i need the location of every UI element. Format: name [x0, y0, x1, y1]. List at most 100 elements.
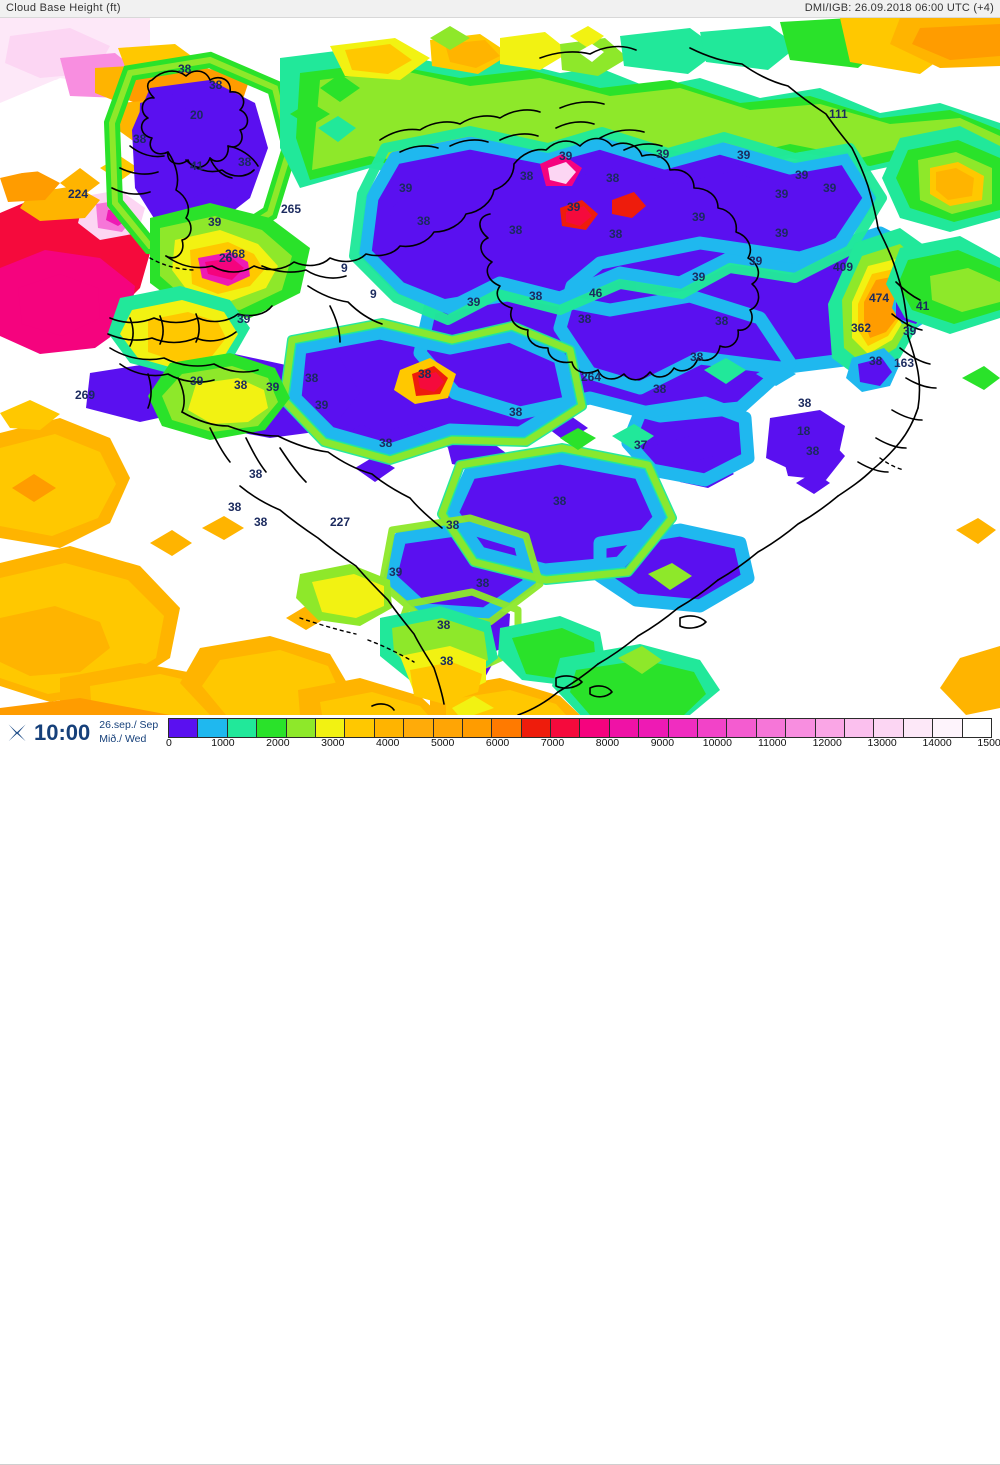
color-scale-tick-label: 14000 — [922, 737, 952, 749]
color-scale-tick-label: 6000 — [485, 737, 510, 749]
station-value-label: 39 — [656, 147, 670, 161]
station-value-label: 39 — [567, 200, 581, 214]
page-title: Cloud Base Height (ft) — [6, 2, 121, 14]
color-swatch[interactable] — [580, 719, 610, 737]
color-swatch[interactable] — [844, 719, 875, 737]
station-value-label: 39 — [775, 226, 789, 240]
station-value-label: 41 — [916, 299, 930, 313]
forecast-date-line2: Mið./ Wed — [99, 732, 147, 745]
color-swatch[interactable] — [462, 719, 493, 737]
station-value-label: 38 — [476, 576, 490, 590]
color-scale-ticks: 0 1000 2000 3000 4000 5000 6000 7000 8000 9000 100… — [0, 737, 1000, 751]
titlebar: Cloud Base Height (ft) DMI/IGB: 26.09.20… — [0, 0, 1000, 18]
station-value-label: 9 — [370, 287, 377, 301]
color-swatch[interactable] — [433, 719, 463, 737]
cloud-base-height-field — [0, 18, 1000, 715]
station-value-label: 38 — [553, 494, 567, 508]
color-swatch[interactable] — [198, 719, 228, 737]
color-swatch[interactable] — [374, 719, 405, 737]
station-value-label: 38 — [417, 214, 431, 228]
color-swatch[interactable] — [609, 719, 640, 737]
color-swatch[interactable] — [933, 719, 963, 737]
station-value-label: 39 — [389, 565, 403, 579]
color-scale-tick-label: 2000 — [266, 737, 290, 749]
color-swatch[interactable] — [874, 719, 904, 737]
station-value-label: 39 — [559, 149, 573, 163]
color-scale-tick-label: 3000 — [321, 737, 345, 749]
station-value-label: 39 — [823, 181, 837, 195]
color-swatch[interactable] — [698, 719, 728, 737]
station-value-label: 18 — [797, 424, 811, 438]
color-swatch[interactable] — [404, 719, 434, 737]
color-scale-bar[interactable] — [168, 718, 992, 738]
station-value-label: 38 — [178, 62, 192, 76]
time-step-control[interactable]: 10:00 26.sep./ Sep Mið./ Wed — [0, 715, 160, 750]
color-swatch[interactable] — [639, 719, 669, 737]
color-swatch[interactable] — [227, 719, 258, 737]
station-value-label: 39 — [903, 324, 917, 338]
station-value-label: 37 — [634, 438, 648, 452]
station-value-label: 38 — [529, 289, 543, 303]
station-value-label: 38 — [418, 367, 432, 381]
station-value-label: 41 — [190, 159, 204, 173]
station-value-label: 38 — [715, 314, 729, 328]
color-swatch[interactable] — [169, 719, 199, 737]
color-swatch[interactable] — [315, 719, 346, 737]
station-value-label: 362 — [851, 321, 872, 335]
station-value-label: 26 — [219, 251, 233, 265]
color-scale-tick-label: 10000 — [702, 737, 732, 749]
station-value-label: 409 — [833, 260, 854, 274]
station-value-label: 39 — [775, 187, 789, 201]
station-value-label: 39 — [190, 374, 204, 388]
color-swatch[interactable] — [345, 719, 375, 737]
color-swatch[interactable] — [551, 719, 581, 737]
station-value-label: 111 — [829, 107, 848, 121]
color-swatch[interactable] — [521, 719, 552, 737]
color-scale-tick-label: 7000 — [540, 737, 565, 749]
station-value-label: 38 — [437, 618, 451, 632]
map-canvas[interactable]: 38 20 38 38 41 38 224 265 39 39 38 38 39 39 38 38 38 39 39… — [0, 18, 1000, 715]
station-value-label: 9 — [341, 261, 348, 275]
color-swatch[interactable] — [962, 719, 991, 737]
forecast-date: 26.sep./ Sep Mið./ Wed — [99, 719, 158, 745]
station-value-label: 38 — [653, 382, 667, 396]
station-value-label: 38 — [440, 654, 454, 668]
station-value-label: 264 — [581, 370, 602, 384]
station-value-label: 38 — [238, 155, 252, 169]
color-scale-tick-label: 12000 — [812, 737, 842, 749]
station-value-label: 38 — [305, 371, 319, 385]
station-value-label: 39 — [692, 270, 706, 284]
station-value-label: 20 — [190, 108, 204, 122]
station-value-label: 39 — [795, 168, 809, 182]
station-value-label: 39 — [208, 215, 222, 229]
color-scale-tick-label: 9000 — [650, 737, 675, 749]
color-scale-tick-label: 11000 — [758, 737, 787, 749]
station-value-label: 38 — [520, 169, 534, 183]
station-value-label: 224 — [68, 187, 89, 201]
color-swatch[interactable] — [903, 719, 934, 737]
forecast-date-line1: 26.sep./ Sep — [99, 719, 159, 732]
station-value-label: 38 — [249, 467, 263, 481]
color-swatch[interactable] — [668, 719, 699, 737]
station-value-label: 39 — [692, 210, 706, 224]
model-run-info: DMI/IGB: 26.09.2018 06:00 UTC (+4) — [804, 2, 994, 14]
color-swatch[interactable] — [286, 719, 316, 737]
station-value-label: 38 — [446, 518, 460, 532]
color-swatch[interactable] — [492, 719, 522, 737]
station-value-label: 38 — [609, 227, 623, 241]
color-scale-tick-label: 13000 — [867, 737, 897, 749]
color-swatch[interactable] — [786, 719, 816, 737]
station-value-label: 268 — [225, 247, 246, 261]
station-value-label: 39 — [749, 254, 763, 268]
color-scale-tick-label: 4000 — [376, 737, 400, 749]
color-swatch[interactable] — [257, 719, 287, 737]
color-swatch[interactable] — [727, 719, 757, 737]
station-value-label: 38 — [869, 354, 883, 368]
color-swatch[interactable] — [815, 719, 845, 737]
station-value-label: 39 — [266, 380, 280, 394]
station-value-label: 38 — [806, 444, 820, 458]
station-value-label: 46 — [589, 286, 603, 300]
station-value-label: 39 — [315, 398, 329, 412]
color-swatch[interactable] — [756, 719, 787, 737]
